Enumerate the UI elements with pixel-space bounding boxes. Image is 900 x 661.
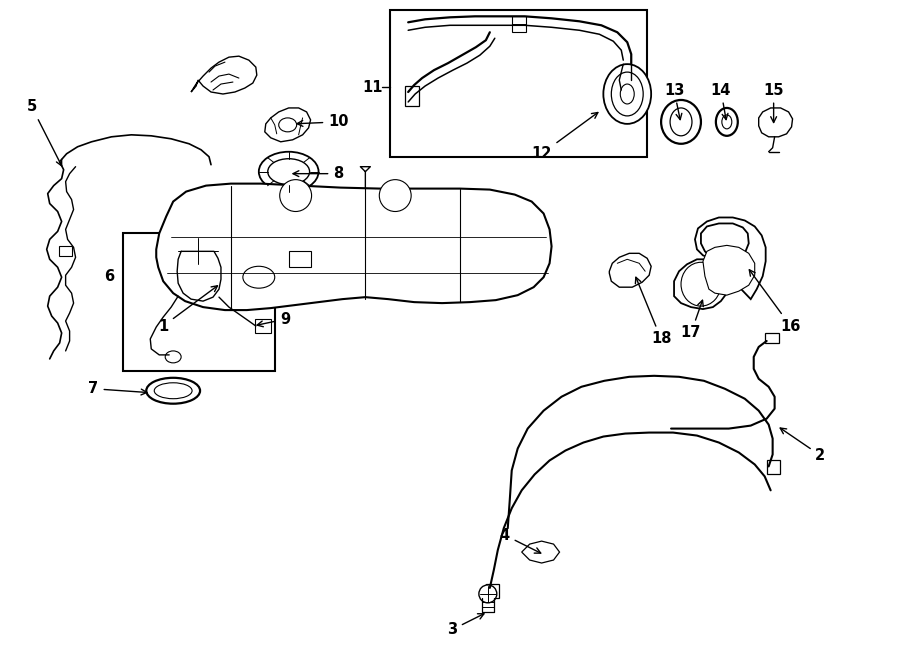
Text: 12: 12 (531, 112, 598, 161)
Circle shape (479, 585, 497, 603)
Ellipse shape (154, 383, 192, 399)
Ellipse shape (279, 118, 297, 132)
Ellipse shape (670, 108, 692, 136)
Ellipse shape (662, 100, 701, 144)
Ellipse shape (268, 159, 310, 184)
Bar (767, 461, 779, 475)
Text: 7: 7 (88, 381, 147, 396)
Text: 18: 18 (635, 277, 671, 346)
Bar (58, 247, 72, 256)
Ellipse shape (186, 272, 208, 290)
Bar (765, 333, 778, 343)
Polygon shape (522, 541, 560, 563)
Ellipse shape (722, 115, 732, 129)
Polygon shape (191, 56, 256, 94)
Text: 14: 14 (711, 83, 731, 120)
Text: 5: 5 (27, 99, 62, 166)
Text: 17: 17 (680, 300, 703, 340)
Text: 11: 11 (362, 79, 382, 95)
Ellipse shape (147, 378, 200, 404)
Text: 9: 9 (257, 311, 291, 327)
Text: 16: 16 (750, 270, 801, 334)
Text: 4: 4 (500, 527, 541, 553)
Polygon shape (609, 253, 652, 287)
Polygon shape (674, 259, 729, 309)
Bar (255, 319, 271, 333)
Polygon shape (759, 108, 793, 137)
Polygon shape (265, 108, 310, 142)
Text: 1: 1 (158, 286, 218, 334)
Bar (289, 251, 310, 267)
Ellipse shape (611, 72, 644, 116)
Text: 15: 15 (763, 83, 784, 122)
Ellipse shape (166, 351, 181, 363)
Ellipse shape (168, 239, 228, 264)
Bar (391, 11, 647, 157)
Text: 10: 10 (297, 114, 348, 130)
Ellipse shape (716, 108, 738, 136)
Polygon shape (157, 184, 552, 310)
Ellipse shape (259, 152, 319, 192)
Text: 8: 8 (293, 166, 344, 181)
Bar (123, 233, 274, 371)
Text: 6: 6 (104, 269, 114, 284)
Circle shape (280, 180, 311, 212)
Text: 2: 2 (780, 428, 825, 463)
Ellipse shape (243, 266, 274, 288)
Bar (181, 265, 213, 293)
Ellipse shape (176, 243, 220, 260)
Polygon shape (703, 245, 755, 295)
Ellipse shape (603, 64, 652, 124)
Bar (512, 17, 526, 32)
Ellipse shape (620, 84, 634, 104)
Bar (405, 86, 419, 106)
Circle shape (379, 180, 411, 212)
Polygon shape (695, 217, 766, 299)
Text: 13: 13 (664, 83, 684, 120)
Ellipse shape (681, 262, 721, 306)
Bar (486, 584, 499, 598)
Text: 3: 3 (447, 614, 484, 637)
